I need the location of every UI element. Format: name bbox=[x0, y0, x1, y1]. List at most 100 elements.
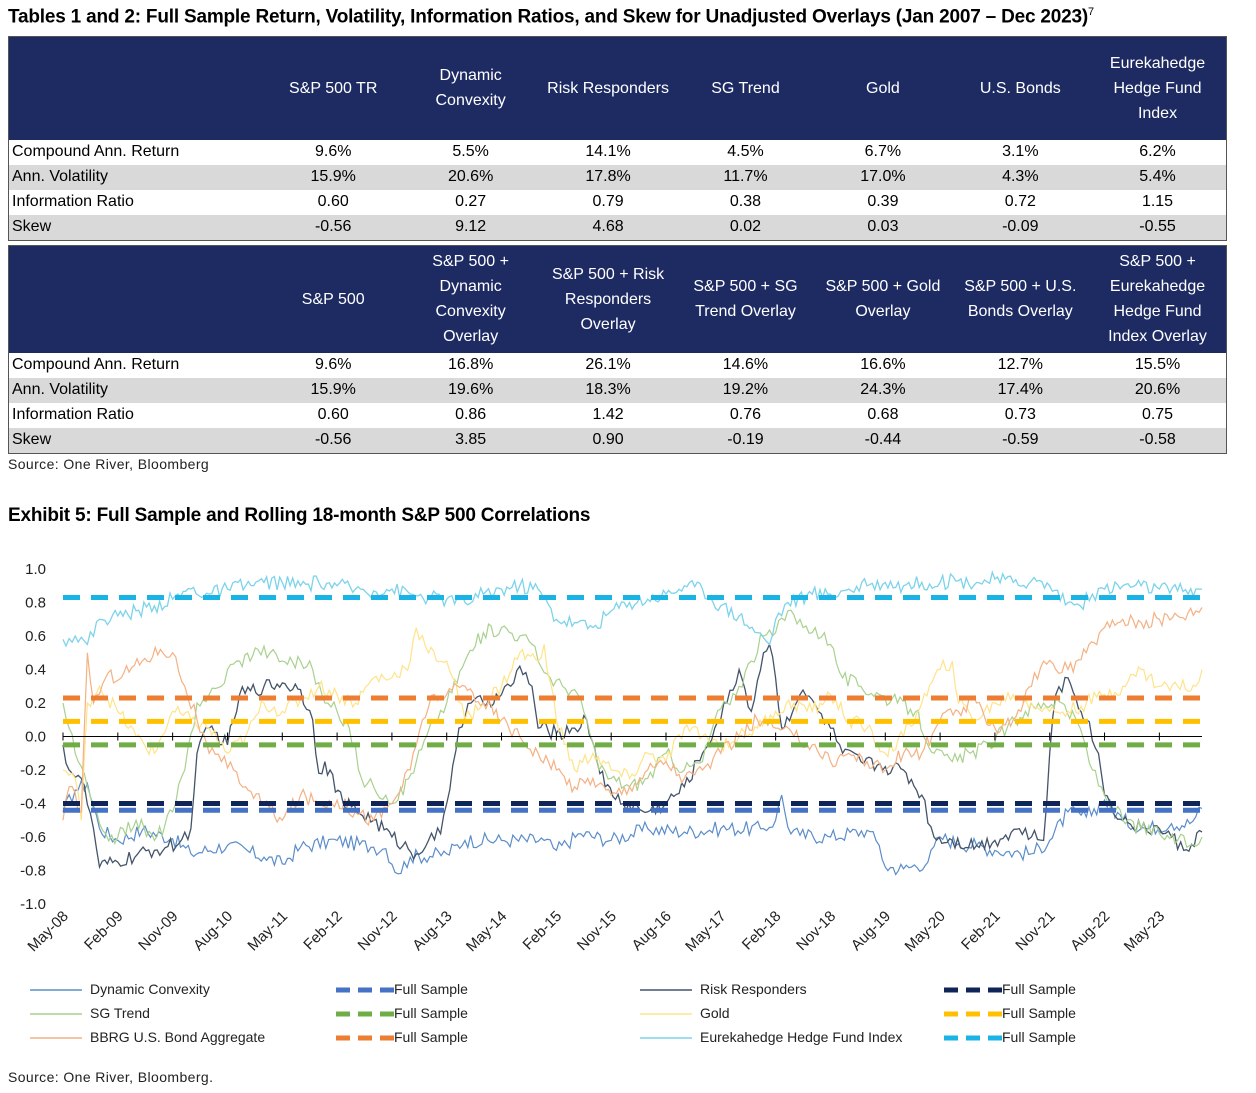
y-tick-label: -0.4 bbox=[20, 796, 46, 813]
y-tick-label: 0.8 bbox=[25, 595, 46, 612]
column-header: Gold bbox=[866, 79, 900, 97]
table-cell: 0.68 bbox=[867, 406, 899, 423]
table-cell: 0.90 bbox=[592, 431, 624, 448]
table-cell: 15.5% bbox=[1134, 356, 1181, 373]
table-row: Information Ratio 0.60 0.27 0.79 0.38 0.39 0.7… bbox=[9, 190, 1227, 215]
table-cell: 5.4% bbox=[1139, 168, 1176, 185]
table-cell: 1.42 bbox=[592, 406, 624, 423]
legend-full-sample-label: Full Sample bbox=[394, 1005, 468, 1021]
full-sample-lines bbox=[63, 594, 1202, 813]
column-header: S&P 500 + Risk Responders Overlay bbox=[551, 265, 665, 333]
x-tick-label: Feb-09 bbox=[81, 908, 127, 954]
table-cell: 6.2% bbox=[1139, 143, 1176, 160]
legend-full-sample-swatch bbox=[944, 987, 1004, 993]
y-tick-label: 0.0 bbox=[25, 729, 46, 746]
table-cell: 0.73 bbox=[1004, 406, 1036, 423]
legend-full-sample-label: Full Sample bbox=[1002, 1005, 1076, 1021]
column-header: S&P 500 TR bbox=[289, 79, 378, 97]
column-header: S&P 500 + SG Trend Overlay bbox=[693, 278, 798, 321]
x-tick-label: May-14 bbox=[463, 908, 510, 955]
y-tick-label: 0.2 bbox=[25, 695, 46, 712]
table-cell: 14.1% bbox=[585, 143, 631, 160]
legend-line-swatch bbox=[640, 1013, 692, 1015]
series-line-eurekahedge-hedge-fund-index bbox=[62, 570, 1203, 648]
series-line-gold bbox=[62, 627, 1203, 821]
column-header: S&P 500 + U.S. Bonds Overlay bbox=[964, 278, 1077, 321]
x-tick-label: Aug-10 bbox=[190, 908, 236, 954]
table-cell: 5.5% bbox=[452, 143, 489, 160]
table-cell: 1.15 bbox=[1141, 193, 1174, 210]
legend-label: SG Trend bbox=[90, 1005, 150, 1021]
tables-title-text: Tables 1 and 2: Full Sample Return, Vola… bbox=[8, 6, 1089, 28]
column-header: S&P 500 bbox=[301, 290, 365, 308]
x-tick-label: Feb-15 bbox=[520, 908, 566, 954]
y-tick-label: -0.8 bbox=[20, 863, 46, 880]
table-cell: 0.60 bbox=[317, 406, 349, 423]
table-cell: 12.7% bbox=[997, 356, 1043, 373]
column-header: S&P 500 + Eurekahedge Hedge Fund Index O… bbox=[1108, 253, 1207, 346]
x-tick-label: May-20 bbox=[902, 908, 949, 955]
table-cell: 3.85 bbox=[455, 431, 487, 448]
header-blank bbox=[9, 37, 265, 140]
table-cell: 20.6% bbox=[1134, 381, 1181, 398]
row-label: Compound Ann. Return bbox=[12, 143, 180, 160]
series-line-dynamic-convexity bbox=[62, 778, 1203, 876]
table-cell: 0.76 bbox=[729, 406, 762, 423]
column-header: S&P 500 + Gold Overlay bbox=[825, 278, 941, 321]
legend-full-sample-swatch bbox=[336, 1011, 396, 1017]
table-cell: 4.5% bbox=[727, 143, 764, 160]
table-cell: -0.44 bbox=[864, 431, 902, 448]
legend-full-sample-swatch bbox=[944, 1035, 1004, 1041]
table-cell: 0.38 bbox=[729, 193, 762, 210]
y-tick-label: -1.0 bbox=[20, 896, 46, 913]
legend-label: Eurekahedge Hedge Fund Index bbox=[700, 1029, 903, 1045]
table-row: Compound Ann. Return 9.6% 16.8% 26.1% 14.6% 1… bbox=[9, 353, 1227, 378]
table-cell: 9.6% bbox=[314, 356, 352, 373]
table-cell: 14.6% bbox=[722, 356, 769, 373]
table-cell: 0.02 bbox=[729, 218, 762, 235]
y-tick-label: -0.6 bbox=[20, 829, 46, 846]
table-cell: 19.2% bbox=[722, 381, 769, 398]
table-cell: 0.75 bbox=[1141, 406, 1174, 423]
column-header: S&P 500 + Dynamic Convexity Overlay bbox=[432, 253, 509, 346]
table-row: Skew -0.56 9.12 4.68 0.02 0.03 -0.09 -0.55 bbox=[8, 214, 1227, 240]
series-line-bbrg-u-s-bond-aggregate bbox=[62, 606, 1203, 827]
x-tick-label: Nov-21 bbox=[1012, 908, 1058, 954]
series-line-risk-responders bbox=[62, 642, 1203, 870]
tables-footnote: 7 bbox=[1088, 6, 1094, 18]
table-cell: -0.56 bbox=[314, 218, 352, 235]
x-tick-label: May-23 bbox=[1121, 908, 1168, 955]
legend-label: Risk Responders bbox=[700, 981, 807, 997]
legend-full-sample-swatch bbox=[944, 1011, 1004, 1017]
table-cell: -0.19 bbox=[727, 431, 764, 448]
y-tick-label: 0.6 bbox=[25, 628, 46, 645]
table-cell: 0.39 bbox=[867, 193, 899, 210]
x-tick-label: Nov-09 bbox=[135, 908, 181, 954]
x-tick-label: Aug-19 bbox=[848, 908, 894, 954]
column-header: Risk Responders bbox=[547, 79, 669, 97]
row-label: Skew bbox=[12, 218, 52, 235]
legend-line-swatch bbox=[640, 1037, 692, 1039]
table-cell: -0.59 bbox=[1002, 431, 1039, 448]
legend-line-swatch bbox=[640, 989, 692, 991]
table-cell: 16.6% bbox=[860, 356, 906, 373]
table-cell: 16.8% bbox=[447, 356, 494, 373]
legend-line-swatch bbox=[30, 1013, 82, 1015]
table-cell: 20.6% bbox=[447, 168, 494, 185]
legend-full-sample-label: Full Sample bbox=[1002, 1029, 1076, 1045]
table-1-header-row: S&P 500 TR Dynamic Convexity Risk Responde… bbox=[8, 36, 1227, 140]
x-tick-label: Feb-18 bbox=[739, 908, 785, 954]
table-2: S&P 500 S&P 500 + Dynamic Convexity Overl… bbox=[8, 245, 1227, 454]
table-cell: -0.55 bbox=[1139, 218, 1176, 235]
table-cell: 9.6% bbox=[314, 143, 352, 160]
row-label: Information Ratio bbox=[12, 193, 134, 210]
table-cell: 0.79 bbox=[592, 193, 624, 210]
legend-full-sample-swatch bbox=[336, 987, 396, 993]
table-row: Compound Ann. Return 9.6% 5.5% 14.1% 4.5% 6.7… bbox=[9, 140, 1227, 165]
table-cell: -0.56 bbox=[314, 431, 352, 448]
x-tick-label: Nov-12 bbox=[355, 908, 401, 954]
table-cell: 4.68 bbox=[592, 218, 624, 235]
y-tick-label: 0.4 bbox=[25, 662, 46, 679]
table-row: Ann. Volatility 15.9% 20.6% 17.8% 11.7% 17.0%… bbox=[8, 164, 1227, 190]
table-cell: 26.1% bbox=[585, 356, 631, 373]
